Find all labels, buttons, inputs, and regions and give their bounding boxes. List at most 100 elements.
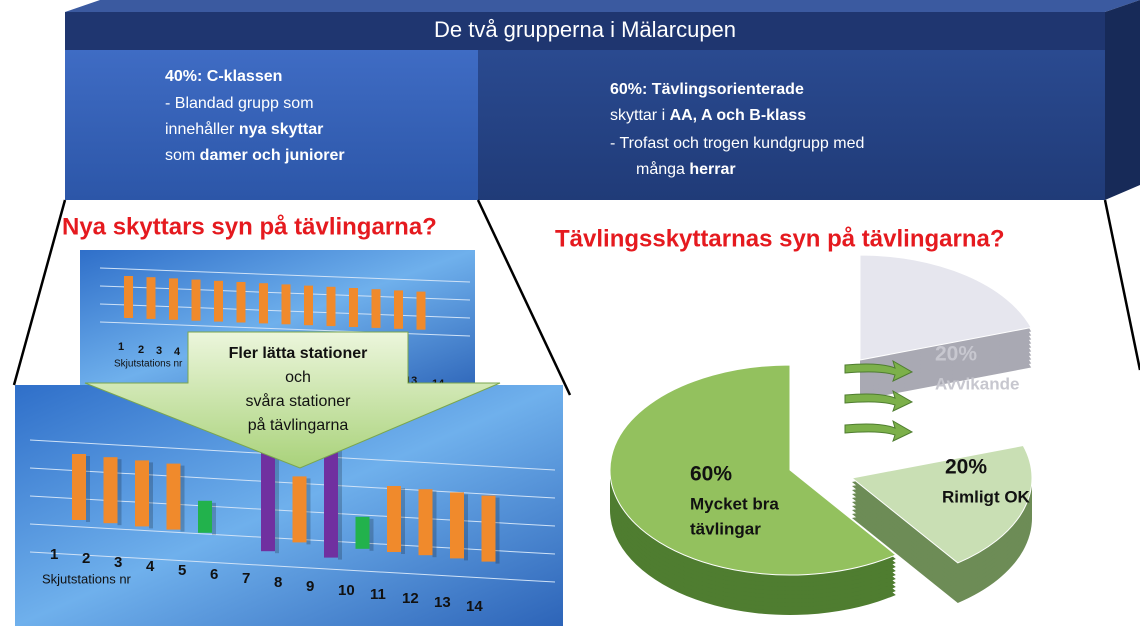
bar-side	[464, 494, 468, 561]
station-label: 4	[146, 558, 155, 575]
slice	[850, 444, 1033, 564]
station-label: 2	[82, 550, 90, 567]
slice-value: 20%	[945, 456, 987, 479]
bar	[450, 492, 464, 559]
bar	[103, 457, 118, 524]
left-line: som damer och juniorer	[165, 147, 345, 164]
header-top	[65, 0, 1140, 12]
station-label: 11	[370, 586, 386, 603]
arrow-text: Fler lätta stationer och svåra stationer på…	[229, 345, 368, 434]
bar	[214, 280, 223, 322]
station-label: 2	[138, 344, 144, 356]
bar-side	[401, 488, 405, 554]
slice	[609, 364, 897, 576]
bar	[169, 278, 178, 320]
bar-side	[338, 449, 342, 560]
bar-side	[432, 491, 437, 558]
bar	[281, 284, 291, 325]
bar	[72, 454, 86, 520]
right-line: många herrar	[636, 160, 736, 178]
bar-side	[275, 443, 279, 554]
station-label: 3	[156, 345, 162, 357]
bar	[324, 447, 338, 558]
text: skyttar i	[610, 107, 670, 124]
header	[65, 12, 1105, 50]
side-face	[1105, 0, 1140, 200]
bar	[259, 283, 268, 324]
bar	[355, 516, 370, 549]
text: innehåller	[165, 120, 239, 138]
bar	[394, 290, 403, 329]
arrow	[84, 331, 501, 469]
text: herrar	[689, 161, 735, 178]
text: damer och juniorer	[200, 147, 345, 164]
bar-side	[86, 456, 90, 522]
bar	[135, 460, 149, 527]
title: De två grupperna i Mälarcupen	[434, 17, 736, 42]
left-line: - Blandad grupp som	[165, 95, 314, 112]
grid-line	[99, 267, 471, 283]
slice	[859, 254, 1032, 361]
small-arrow	[844, 359, 914, 382]
station-label: 7	[242, 570, 250, 587]
station-label: 9	[306, 578, 314, 595]
bars: 12341314Skjutstations nr1234567891011121…	[29, 267, 556, 615]
station-label: 4	[174, 346, 181, 358]
text: nya skyttar	[239, 121, 324, 138]
left-line: innehåller nya skyttar	[165, 120, 323, 138]
station-label: 13	[434, 594, 451, 611]
funnel-lines	[12, 199, 1140, 396]
slice-value: 20%	[935, 343, 977, 366]
axis-label: Skjutstations nr	[114, 359, 183, 370]
bar	[371, 289, 381, 328]
bar-side	[212, 502, 216, 535]
bar-side	[369, 518, 374, 551]
bar	[166, 463, 181, 530]
slice-label: Mycket bra	[690, 494, 779, 513]
bar	[387, 486, 401, 552]
right-box	[478, 50, 1105, 200]
bar	[418, 489, 433, 556]
bar	[326, 286, 336, 327]
slice-value: 60%	[690, 463, 732, 486]
station-label: 1	[118, 341, 124, 353]
left-question: Nya skyttars syn på tävlingarna?	[62, 213, 437, 240]
slice-label: Avvikande	[935, 374, 1019, 393]
right-question: Tävlingsskyttarnas syn på tävlingarna?	[555, 225, 1005, 252]
small-arrow	[844, 419, 914, 442]
bar-side	[180, 465, 185, 532]
arrow-line: och	[285, 369, 311, 386]
bar	[236, 282, 246, 323]
bar-side	[117, 459, 122, 526]
station-label: 5	[178, 562, 186, 579]
bar	[416, 291, 426, 330]
bar	[191, 279, 201, 321]
right-line: skyttar i AA, A och B-klass	[610, 107, 806, 124]
left-heading: 40%: C-klassen	[165, 68, 282, 85]
bar-side	[306, 478, 311, 545]
bar	[481, 495, 496, 562]
text: AA, A och B-klass	[670, 107, 807, 124]
slice-label: tävlingar	[690, 519, 761, 538]
right-heading: 60%: Tävlingsorienterade	[610, 81, 804, 98]
bar-side	[495, 497, 500, 564]
right-line: - Trofast och trogen kundgrupp med	[610, 135, 864, 152]
station-label: 10	[338, 582, 355, 599]
axis-label: Skjutstations nr	[42, 571, 132, 586]
slice-label: Rimligt OK	[942, 487, 1031, 506]
pie: 60% Mycket bra tävlingar 20% Avvikande 20% Rim…	[609, 254, 1033, 615]
small-arrow	[844, 389, 914, 412]
bar	[349, 288, 358, 327]
bar	[198, 500, 212, 533]
station-label: 12	[402, 590, 419, 607]
text: som	[165, 147, 200, 164]
station-label: 1	[50, 546, 58, 563]
arrow-line: på tävlingarna	[248, 416, 349, 434]
bar	[304, 285, 313, 326]
arrow-line: Fler lätta stationer	[229, 345, 368, 362]
station-label: 14	[466, 598, 483, 615]
left-box	[65, 50, 478, 200]
bar	[124, 276, 133, 318]
bar-side	[149, 462, 153, 529]
